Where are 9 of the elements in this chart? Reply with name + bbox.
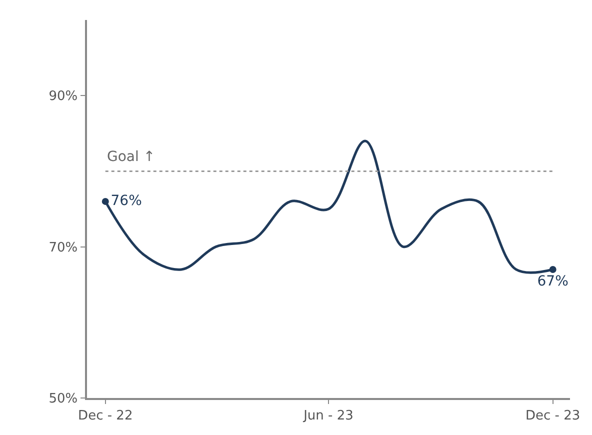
y-tick-label: 90% xyxy=(48,89,78,104)
y-tick-label: 50% xyxy=(48,392,78,407)
x-tick-label: Jun - 23 xyxy=(302,408,354,424)
data-label: 76% xyxy=(110,192,142,209)
y-tick-label: 70% xyxy=(48,240,78,256)
ref-line-label: Goal ↑ xyxy=(107,149,156,165)
x-tick-label: Dec - 23 xyxy=(526,408,580,424)
x-tick-label: Dec - 22 xyxy=(78,408,133,424)
data-label: 67% xyxy=(537,273,568,290)
